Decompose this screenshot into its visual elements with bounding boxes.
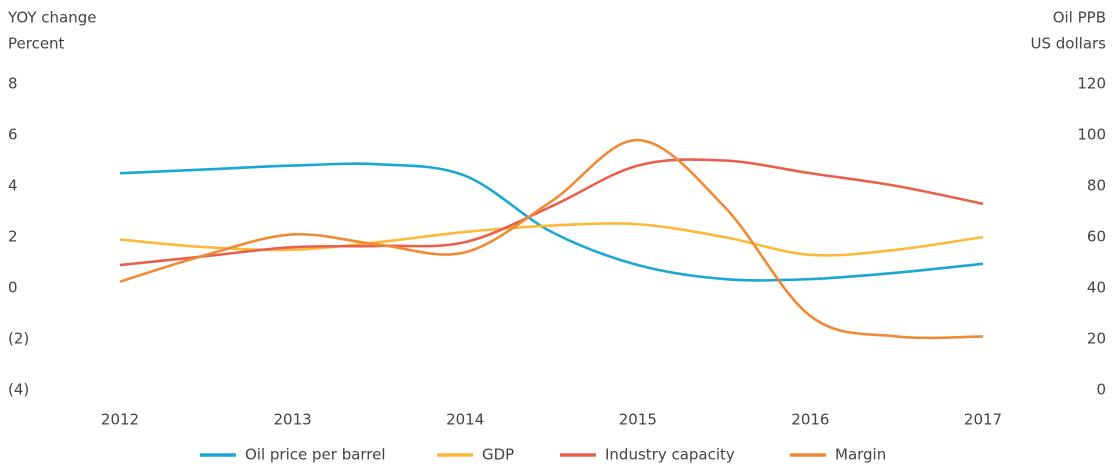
y2-tick-label: 20 — [1087, 330, 1106, 348]
y-tick-label: (4) — [8, 381, 29, 399]
series-line — [119, 138, 984, 340]
x-tick-label: 2013 — [274, 411, 312, 429]
series-line — [119, 162, 984, 282]
y2-tick-label: 40 — [1087, 279, 1106, 297]
y-tick-label: (2) — [8, 330, 29, 348]
y-tick-label: 8 — [8, 75, 18, 93]
x-tick-label: 2015 — [619, 411, 657, 429]
y-tick-label: 4 — [8, 177, 18, 195]
y2-axis-title: Oil PPB — [1053, 9, 1106, 27]
y-tick-label: 6 — [8, 126, 18, 144]
y2-tick-label: 60 — [1087, 228, 1106, 246]
x-tick-label: 2017 — [964, 411, 1002, 429]
y2-tick-label: 120 — [1077, 75, 1106, 93]
y-axis-title: YOY change — [7, 9, 96, 27]
legend-label: GDP — [482, 446, 514, 464]
legend-label: Margin — [835, 446, 886, 464]
y2-axis-title: US dollars — [1031, 35, 1107, 53]
y-tick-label: 0 — [8, 279, 18, 297]
y-axis-title: Percent — [8, 35, 65, 53]
legend-label: Industry capacity — [605, 446, 735, 464]
y-tick-label: 2 — [8, 228, 18, 246]
x-tick-label: 2014 — [446, 411, 484, 429]
legend-label: Oil price per barrel — [245, 446, 386, 464]
x-tick-label: 2012 — [101, 411, 139, 429]
y2-tick-label: 80 — [1087, 177, 1106, 195]
y2-tick-label: 100 — [1077, 126, 1106, 144]
x-tick-label: 2016 — [791, 411, 829, 429]
y2-tick-label: 0 — [1096, 381, 1106, 399]
series-line — [119, 158, 984, 267]
